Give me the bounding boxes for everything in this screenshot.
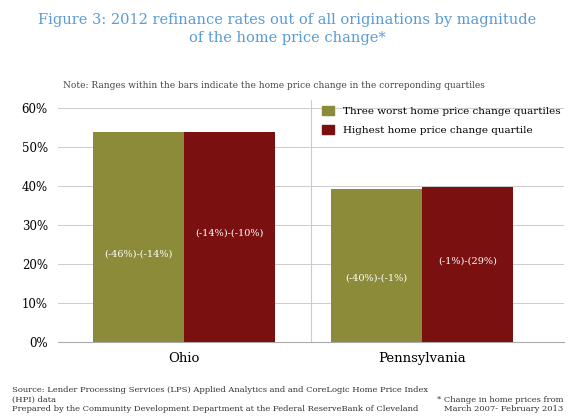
Text: * Change in home prices from
March 2007- February 2013: * Change in home prices from March 2007-… [437, 396, 564, 413]
Bar [184, 132, 275, 342]
Text: Note: Ranges within the bars indicate the home price change in the correponding : Note: Ranges within the bars indicate th… [63, 81, 484, 90]
Text: Source: Lender Processing Services (LPS) Applied Analytics and and CoreLogic Hom: Source: Lender Processing Services (LPS)… [12, 387, 428, 413]
Text: (-46%)-(-14%): (-46%)-(-14%) [104, 249, 172, 258]
Text: (-40%)-(-1%): (-40%)-(-1%) [345, 273, 407, 282]
Bar [93, 132, 184, 342]
Legend: Three worst home price change quartiles, Highest home price change quartile: Three worst home price change quartiles,… [319, 103, 564, 138]
Bar [331, 189, 422, 342]
Text: (-1%)-(29%): (-1%)-(29%) [438, 257, 497, 266]
Bar [422, 187, 513, 342]
Text: Figure 3: 2012 refinance rates out of all originations by magnitude
of the home : Figure 3: 2012 refinance rates out of al… [39, 13, 536, 45]
Text: (-14%)-(-10%): (-14%)-(-10%) [196, 228, 264, 237]
